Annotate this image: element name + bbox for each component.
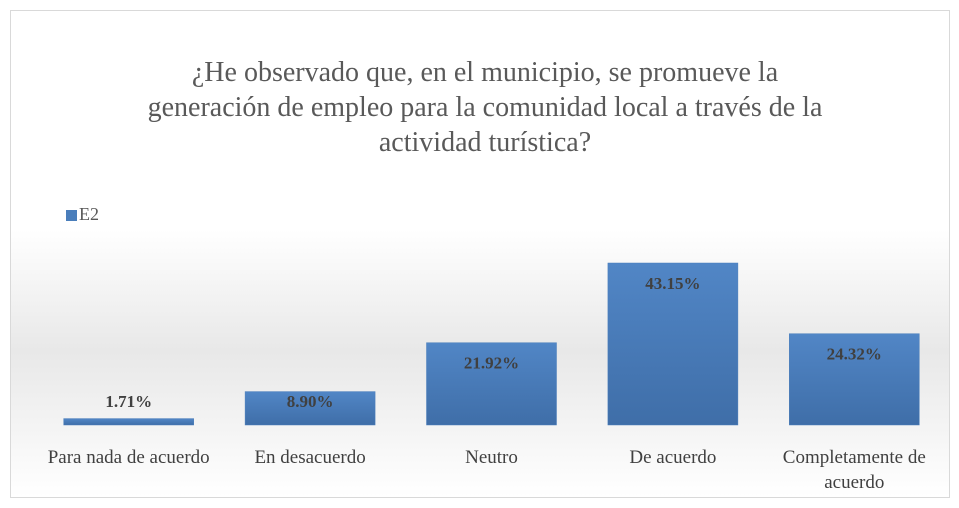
x-tick-label: Neutro	[465, 447, 518, 468]
x-tick-label: De acuerdo	[629, 447, 717, 468]
x-tick-label: En desacuerdo	[254, 447, 366, 468]
bar	[789, 333, 920, 426]
data-label: 43.15%	[645, 274, 700, 293]
x-tick-label: Completamente de acuerdo	[782, 447, 926, 493]
legend-swatch	[66, 210, 77, 221]
data-label: 8.90%	[287, 392, 334, 411]
data-label: 21.92%	[464, 354, 519, 373]
bar	[607, 262, 739, 426]
data-label: 24.32%	[827, 345, 882, 364]
data-label: 1.71%	[105, 392, 152, 411]
legend-label: E2	[79, 204, 99, 224]
x-tick-label: Para nada de acuerdo	[47, 447, 210, 468]
bar	[244, 391, 376, 426]
chart-title: ¿He observado que, en el municipio, se p…	[147, 57, 823, 158]
bar	[63, 418, 194, 426]
bar	[426, 342, 557, 426]
